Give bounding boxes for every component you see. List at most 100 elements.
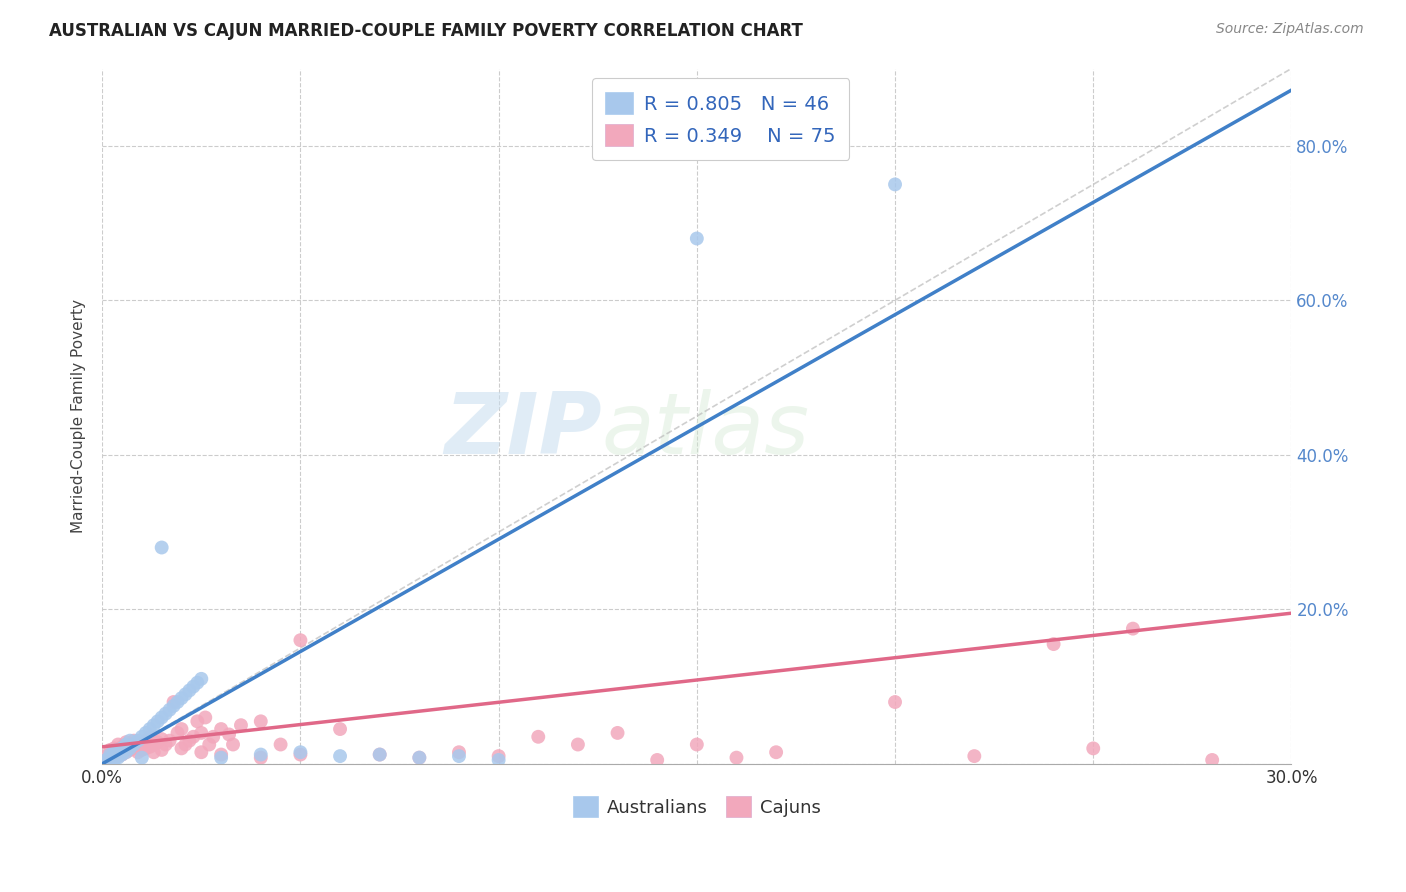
Point [194,710,217,724]
Point [162,695,184,709]
Point [249,750,271,764]
Point [107,750,129,764]
Y-axis label: Married-Couple Family Poverty: Married-Couple Family Poverty [72,299,86,533]
Point [229,718,252,732]
Point [118,733,141,747]
Point [139,739,162,754]
Point [131,743,153,757]
Point [186,675,208,690]
Point [150,710,173,724]
Point [290,745,312,759]
Point [290,633,312,648]
Point [209,722,232,736]
Point [209,747,232,762]
Point [190,672,212,686]
Point [179,683,201,698]
Point [98,753,121,767]
Point [1122,622,1144,636]
Point [645,753,668,767]
Point [270,738,292,752]
Point [139,722,162,736]
Point [142,745,165,759]
Point [103,745,125,759]
Point [115,735,138,749]
Point [122,741,145,756]
Point [249,714,271,729]
Point [488,753,510,767]
Point [115,738,138,752]
Point [127,739,149,754]
Point [765,745,787,759]
Point [159,733,181,747]
Point [135,726,157,740]
Point [115,745,138,759]
Point [118,738,141,752]
Point [725,750,748,764]
Point [107,743,129,757]
Point [222,738,245,752]
Point [1042,637,1064,651]
Point [527,730,550,744]
Point [368,747,391,762]
Point [135,733,157,747]
Point [150,732,173,747]
Point [329,722,352,736]
Text: Source: ZipAtlas.com: Source: ZipAtlas.com [1216,22,1364,37]
Point [1201,753,1223,767]
Text: AUSTRALIAN VS CAJUN MARRIED-COUPLE FAMILY POVERTY CORRELATION CHART: AUSTRALIAN VS CAJUN MARRIED-COUPLE FAMIL… [49,22,803,40]
Point [115,745,138,759]
Point [174,687,197,701]
Point [198,738,221,752]
Point [884,178,907,192]
Text: ZIP: ZIP [444,389,602,472]
Point [202,730,225,744]
Point [179,733,201,747]
Point [146,735,169,749]
Point [103,749,125,764]
Point [170,722,193,736]
Point [166,726,188,740]
Point [329,749,352,764]
Point [686,231,709,245]
Point [98,753,121,767]
Point [98,747,121,762]
Point [111,739,134,754]
Point [122,733,145,747]
Legend: Australians, Cajuns: Australians, Cajuns [565,789,828,824]
Point [218,727,240,741]
Point [96,753,118,767]
Point [127,733,149,747]
Point [118,743,141,757]
Text: atlas: atlas [602,389,810,472]
Point [118,741,141,756]
Point [190,745,212,759]
Point [174,738,197,752]
Point [150,743,173,757]
Point [107,738,129,752]
Point [146,714,169,729]
Point [166,695,188,709]
Point [963,749,986,764]
Point [183,730,205,744]
Point [170,741,193,756]
Point [98,747,121,762]
Point [111,747,134,762]
Point [183,680,205,694]
Point [368,747,391,762]
Point [447,749,470,764]
Point [686,738,709,752]
Point [447,745,470,759]
Point [142,718,165,732]
Point [1083,741,1105,756]
Point [96,756,118,770]
Point [150,541,173,555]
Point [122,738,145,752]
Point [290,747,312,762]
Point [142,738,165,752]
Point [107,749,129,764]
Point [408,750,430,764]
Point [103,750,125,764]
Point [186,714,208,729]
Point [103,745,125,759]
Point [103,741,125,756]
